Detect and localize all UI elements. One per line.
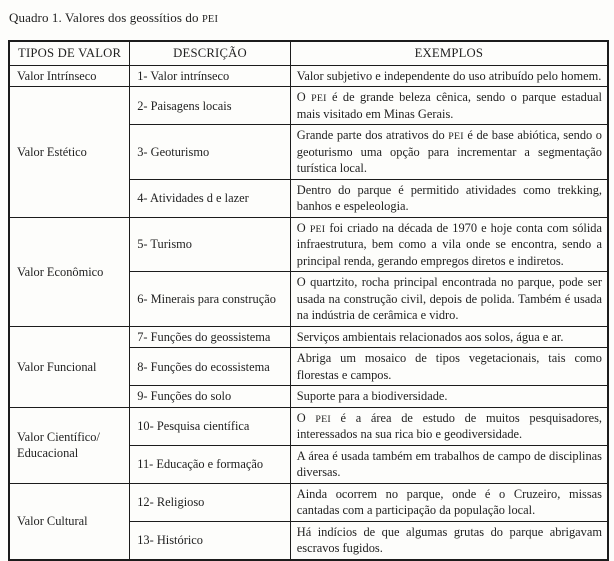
description-cell: 7- Funções do geossistema [129,325,291,349]
description-cell: 12- Religioso [129,482,291,522]
example-cell: Grande parte dos atrativos do PEI é de b… [289,124,609,180]
table-row: 9- Funções do solo Suporte para a biodiv… [9,385,609,408]
table-row: Valor Estético 2- Paisagens locais O PEI… [8,86,609,218]
example-cell: Há indícios de que algumas grutas do par… [289,520,609,561]
table-row: 6- Minerais para construção O quartzito,… [9,271,609,327]
example-cell: Ainda ocorrem no parque, onde é o Cruzei… [289,482,609,522]
value-type-cell: Valor Econômico [8,216,131,327]
description-cell: 13- Histórico [129,520,291,561]
description-cell: 3- Geoturismo [129,124,291,180]
table-row: Valor Econômico 5- Turismo O PEI foi cri… [8,216,609,327]
table-row: Valor Cultural 12- Religioso Ainda ocorr… [8,482,609,561]
example-cell: O quartzito, rocha principal encontrada … [289,271,609,327]
header-descricao: DESCRIÇÃO [129,40,291,66]
example-cell: Valor subjetivo e independente do uso at… [289,64,609,88]
value-type-cell: Valor Intrínseco [8,64,131,88]
description-cell: 10- Pesquisa científica [129,406,291,446]
description-cell: 6- Minerais para construção [129,271,291,327]
value-type-cell: Valor Funcional [8,325,131,408]
description-cell: 9- Funções do solo [129,385,291,408]
description-cell: 4- Atividades d e lazer [129,178,291,218]
table-row: Valor Funcional 7- Funções do geossistem… [8,325,609,408]
table-row: Valor Científico/ Educacional 10- Pesqui… [8,406,609,484]
header-row: TIPOS DE VALOR DESCRIÇÃO EXEMPLOS [8,40,609,66]
geosite-values-table: TIPOS DE VALOR DESCRIÇÃO EXEMPLOS Valor … [8,40,609,561]
description-cell: 5- Turismo [129,216,291,273]
description-cell: 1- Valor intrínseco [129,64,291,88]
example-cell: O PEI foi criado na década de 1970 e hoj… [289,216,609,273]
example-cell: O PEI é de grande beleza cênica, sendo o… [289,86,609,126]
example-cell: O PEI é a área de estudo de muitos pesqu… [289,406,609,446]
example-cell: Suporte para a biodiversidade. [289,385,609,408]
example-cell: Abriga um mosaico de tipos vegetacionais… [289,347,609,387]
table-caption: Quadro 1. Valores dos geossítios do PEI [9,10,219,25]
header-exemplos: EXEMPLOS [289,40,609,66]
example-cell: Dentro do parque é permitido atividades … [289,178,609,218]
example-cell: Serviços ambientais relacionados aos sol… [289,325,609,349]
description-cell: 11- Educação e formação [129,444,291,484]
header-tipos-de-valor: TIPOS DE VALOR [8,40,131,66]
table-row: 4- Atividades d e lazer Dentro do parque… [9,178,609,218]
table-row: 3- Geoturismo Grande parte dos atrativos… [9,124,609,180]
description-cell: 8- Funções do ecossistema [129,347,291,387]
description-cell: 2- Paisagens locais [129,86,291,126]
value-type-cell: Valor Estético [8,86,131,218]
table-row: 8- Funções do ecossistema Abriga um mosa… [9,347,609,387]
example-cell: A área é usada também em trabalhos de ca… [289,444,609,484]
value-type-cell: Valor Cultural [8,482,131,561]
value-type-cell: Valor Científico/ Educacional [8,406,131,484]
table-row: Valor Intrínseco 1- Valor intrínseco Val… [8,64,609,88]
